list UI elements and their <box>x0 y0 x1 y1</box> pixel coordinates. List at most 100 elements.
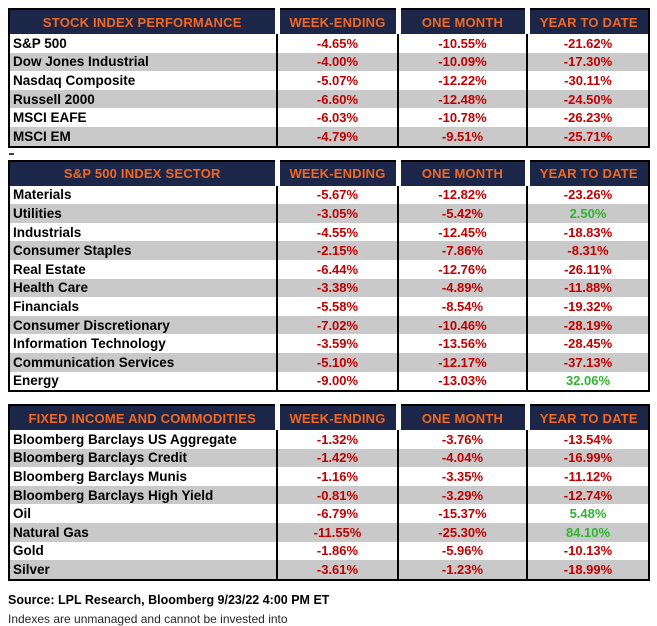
table-row: Dow Jones Industrial -4.00% -10.09% -17.30% <box>9 52 649 72</box>
value-cell: -19.32% <box>526 297 649 316</box>
value-cell: -4.65% <box>276 34 398 53</box>
column-header: ONE MONTH <box>395 405 527 431</box>
value-cell: -3.61% <box>276 560 398 580</box>
table-s-p-500-index-sector: S&P 500 INDEX SECTOR WEEK-ENDING ONE MONT… <box>8 159 650 393</box>
value-cell: -3.35% <box>397 467 527 486</box>
table-row: Industrials -4.55% -12.45% -18.83% <box>9 222 649 242</box>
value-cell: -12.45% <box>397 222 527 242</box>
value-cell: 5.48% <box>526 504 649 524</box>
value-cell: -1.16% <box>276 467 398 486</box>
row-label: Gold <box>13 543 44 559</box>
source-line: Source: LPL Research, Bloomberg 9/23/22 … <box>8 592 330 607</box>
value-cell: -10.13% <box>526 541 649 561</box>
table-title: S&P 500 INDEX SECTOR <box>9 160 277 186</box>
table-row: Gold -1.86% -5.96% -10.13% <box>9 541 649 561</box>
value-cell: -9.51% <box>397 126 527 147</box>
value-cell: -5.58% <box>276 297 398 316</box>
row-label: Utilities <box>13 205 62 221</box>
column-header: YEAR TO DATE <box>524 160 649 186</box>
value-cell: -6.03% <box>276 108 398 127</box>
table-fixed-income-and-commodities: FIXED INCOME AND COMMODITIES WEEK-ENDING… <box>8 404 650 581</box>
row-label: Bloomberg Barclays Credit <box>13 450 188 466</box>
table-title: FIXED INCOME AND COMMODITIES <box>9 405 277 431</box>
table-row: Bloomberg Barclays US Aggregate -1.32% -3.… <box>9 430 649 449</box>
column-header: YEAR TO DATE <box>524 9 649 34</box>
value-cell: -10.46% <box>397 315 527 335</box>
value-cell: -5.67% <box>276 185 398 205</box>
tables-container: STOCK INDEX PERFORMANCE WEEK-ENDING ONE M… <box>8 8 657 581</box>
value-cell: -2.15% <box>276 241 398 260</box>
value-cell: -5.07% <box>276 71 398 90</box>
row-label: S&P 500 <box>13 35 67 51</box>
value-cell: -5.10% <box>276 352 398 372</box>
value-cell: -21.62% <box>526 34 649 53</box>
value-cell: -18.83% <box>526 222 649 242</box>
row-label: MSCI EAFE <box>13 110 87 126</box>
value-cell: -0.81% <box>276 485 398 505</box>
table-row: Nasdaq Composite -5.07% -12.22% -30.11% <box>9 71 649 90</box>
table-title: STOCK INDEX PERFORMANCE <box>9 9 277 34</box>
value-cell: -12.82% <box>397 185 527 205</box>
value-cell: -37.13% <box>526 352 649 372</box>
value-cell: -12.48% <box>397 89 527 109</box>
column-header: WEEK-ENDING <box>274 405 398 431</box>
row-label: Russell 2000 <box>13 91 95 107</box>
table-row: Real Estate -6.44% -12.76% -26.11% <box>9 259 649 279</box>
table-row: Russell 2000 -6.60% -12.48% -24.50% <box>9 89 649 109</box>
value-cell: -5.42% <box>397 204 527 223</box>
table-row: Energy -9.00% -13.03% 32.06% <box>9 371 649 392</box>
table-row: Oil -6.79% -15.37% 5.48% <box>9 504 649 524</box>
value-cell: -17.30% <box>526 52 649 72</box>
value-cell: -12.76% <box>397 259 527 279</box>
column-header: ONE MONTH <box>395 160 527 186</box>
value-cell: -8.31% <box>526 241 649 260</box>
row-label: Consumer Staples <box>13 243 132 259</box>
header-row: STOCK INDEX PERFORMANCE WEEK-ENDING ONE M… <box>9 9 649 34</box>
table-row: Materials -5.67% -12.82% -23.26% <box>9 185 649 205</box>
value-cell: -3.76% <box>397 430 527 449</box>
table-row: Utilities -3.05% -5.42% 2.50% <box>9 204 649 223</box>
value-cell: -1.86% <box>276 541 398 561</box>
row-label: Energy <box>13 373 59 389</box>
table-row: S&P 500 -4.65% -10.55% -21.62% <box>9 34 649 53</box>
value-cell: -5.96% <box>397 541 527 561</box>
row-label: Natural Gas <box>13 524 89 540</box>
column-header: ONE MONTH <box>395 9 527 34</box>
row-label: Consumer Discretionary <box>13 317 170 333</box>
table-row: Financials -5.58% -8.54% -19.32% <box>9 297 649 316</box>
row-label: MSCI EM <box>13 128 71 144</box>
table-row: MSCI EAFE -6.03% -10.78% -26.23% <box>9 108 649 127</box>
header-row: S&P 500 INDEX SECTOR WEEK-ENDING ONE MONT… <box>9 160 649 186</box>
value-cell: -25.30% <box>397 523 527 542</box>
table-row: Information Technology -3.59% -13.56% -28.4… <box>9 334 649 353</box>
column-header: YEAR TO DATE <box>524 405 649 431</box>
value-cell: -12.17% <box>397 352 527 372</box>
value-cell: -1.42% <box>276 448 398 468</box>
table-row: Health Care -3.38% -4.89% -11.88% <box>9 278 649 298</box>
value-cell: -13.56% <box>397 334 527 353</box>
table-row: Bloomberg Barclays High Yield -0.81% -3.29… <box>9 485 649 505</box>
row-label: Bloomberg Barclays US Aggregate <box>13 431 237 447</box>
value-cell: -4.00% <box>276 52 398 72</box>
value-cell: 84.10% <box>526 523 649 542</box>
value-cell: -12.74% <box>526 485 649 505</box>
row-label: Dow Jones Industrial <box>13 54 149 70</box>
value-cell: -23.26% <box>526 185 649 205</box>
value-cell: -3.29% <box>397 485 527 505</box>
table-row: Natural Gas -11.55% -25.30% 84.10% <box>9 523 649 542</box>
row-label: Industrials <box>13 224 82 240</box>
value-cell: -16.99% <box>526 448 649 468</box>
value-cell: -11.12% <box>526 467 649 486</box>
value-cell: -4.04% <box>397 448 527 468</box>
row-label: Bloomberg Barclays Munis <box>13 469 188 485</box>
table-row: Silver -3.61% -1.23% -18.99% <box>9 560 649 580</box>
column-header: WEEK-ENDING <box>274 9 398 34</box>
value-cell: -28.19% <box>526 315 649 335</box>
stray-mark <box>9 153 14 155</box>
header-row: FIXED INCOME AND COMMODITIES WEEK-ENDING… <box>9 405 649 431</box>
value-cell: -25.71% <box>526 126 649 147</box>
value-cell: -1.23% <box>397 560 527 580</box>
value-cell: -26.11% <box>526 259 649 279</box>
table-row: Communication Services -5.10% -12.17% -37.1… <box>9 352 649 372</box>
value-cell: -15.37% <box>397 504 527 524</box>
